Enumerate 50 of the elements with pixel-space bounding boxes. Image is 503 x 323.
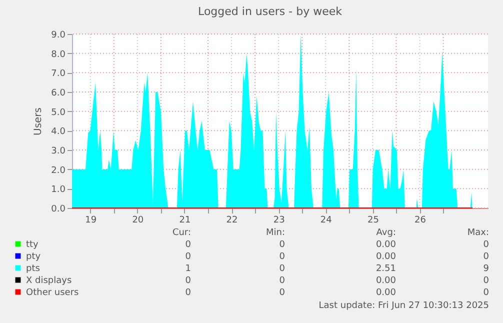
text: 0: [483, 240, 490, 250]
text: 0: [279, 252, 286, 262]
text: 0: [279, 288, 286, 298]
y-axis-title: Users: [33, 107, 44, 136]
text: Avg:: [376, 228, 396, 238]
y-tick-label: 9.0: [51, 30, 66, 40]
y-tick-label: 5.0: [51, 108, 66, 118]
legend-label: Other users: [26, 288, 80, 298]
x-tick-label: 20: [132, 216, 144, 226]
text: 0: [279, 264, 286, 274]
text: 0: [483, 276, 490, 286]
text: 0: [483, 252, 490, 262]
text: 0: [185, 252, 192, 262]
text: 2.51: [376, 264, 396, 274]
legend-label: pty: [26, 252, 42, 262]
text: 0: [185, 276, 192, 286]
text: Max:: [467, 228, 489, 238]
text: 9: [483, 264, 490, 274]
x-tick-label: 22: [226, 216, 238, 226]
text: 0: [279, 276, 286, 286]
y-tick-label: 7.0: [51, 69, 66, 80]
legend-label: tty: [26, 240, 40, 250]
text: 0.00: [376, 288, 396, 298]
x-tick-label: 24: [320, 216, 332, 226]
text: Last update: Fri Jun 27 10:30:13 2025: [318, 301, 489, 311]
y-tick-label: 6.0: [51, 88, 66, 98]
x-tick-label: 19: [85, 216, 97, 226]
y-tick-label: 8.0: [51, 50, 66, 60]
y-tick-label: 3.0: [51, 146, 66, 156]
text: 0: [185, 240, 192, 250]
text: 1: [185, 264, 191, 274]
text: 0.00: [376, 252, 396, 262]
text: 0.00: [376, 276, 396, 286]
x-tick-label: 23: [273, 216, 285, 226]
text: 0: [279, 240, 286, 250]
chart-title: Logged in users - by week: [198, 5, 343, 18]
x-tick-label: 26: [414, 216, 426, 226]
text: 0: [483, 288, 490, 298]
text: 0: [185, 288, 192, 298]
text: 0.00: [376, 240, 396, 250]
x-tick-label: 25: [367, 216, 379, 226]
legend-label: X displays: [26, 276, 72, 286]
legend-label: pts: [26, 264, 40, 274]
x-tick-label: 21: [179, 216, 191, 226]
text: Min:: [266, 228, 285, 238]
y-tick-label: 4.0: [51, 127, 66, 138]
y-tick-label: 2.0: [51, 166, 66, 176]
y-tick-label: 1.0: [51, 185, 66, 196]
text: Cur:: [172, 228, 191, 238]
y-tick-label: 0.0: [51, 204, 66, 214]
